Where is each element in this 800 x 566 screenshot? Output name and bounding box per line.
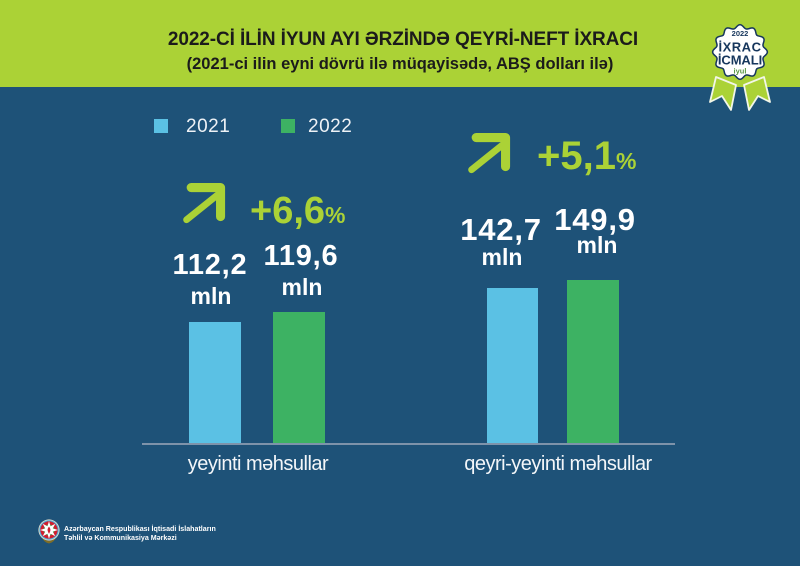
svg-text:2022: 2022 (732, 29, 749, 38)
svg-text:İCMALI: İCMALI (718, 52, 762, 67)
svg-text:iyul: iyul (734, 66, 747, 75)
svg-text:İXRAC: İXRAC (719, 40, 762, 55)
